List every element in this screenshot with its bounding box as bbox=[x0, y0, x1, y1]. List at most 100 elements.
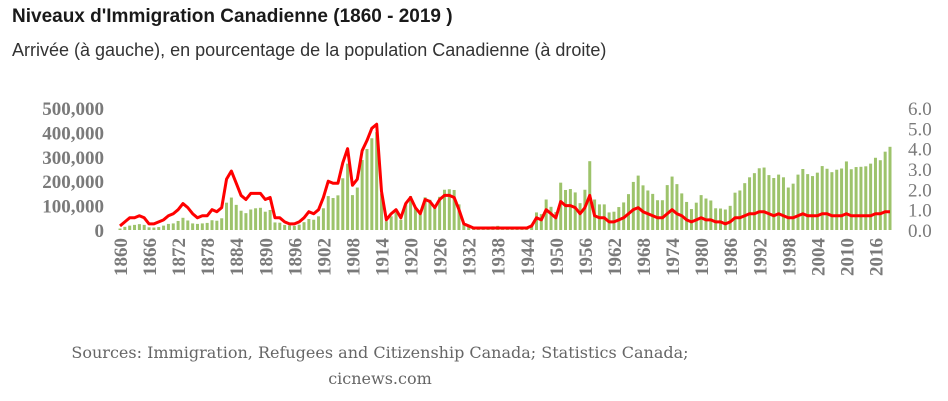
bar bbox=[152, 227, 156, 230]
bar bbox=[462, 223, 466, 230]
left-tick-label: 200,000 bbox=[42, 172, 104, 193]
bar bbox=[360, 159, 364, 230]
bar bbox=[418, 214, 422, 230]
bar bbox=[142, 224, 146, 230]
right-tick-label: 2.0 bbox=[908, 180, 932, 201]
bar bbox=[399, 219, 403, 230]
x-tick-label: 1920 bbox=[402, 238, 423, 276]
x-tick-label: 1986 bbox=[721, 238, 742, 276]
bar bbox=[423, 197, 427, 230]
bar bbox=[341, 178, 345, 230]
bar bbox=[786, 187, 790, 230]
x-tick-label: 1902 bbox=[314, 238, 335, 276]
bar bbox=[796, 174, 800, 230]
bar bbox=[268, 209, 272, 230]
bar bbox=[646, 190, 650, 230]
left-tick-label: 300,000 bbox=[42, 148, 104, 169]
bar bbox=[404, 203, 408, 230]
bar bbox=[210, 220, 214, 230]
bar bbox=[162, 225, 166, 230]
x-tick-label: 1908 bbox=[343, 238, 364, 276]
x-tick-label: 2010 bbox=[837, 238, 858, 276]
rate-line-series bbox=[119, 122, 890, 230]
bar bbox=[873, 157, 877, 230]
bar bbox=[133, 224, 137, 230]
bar bbox=[815, 172, 819, 230]
x-axis: 1860 1866 1872 1878 1884 1890 1896 1902 1908 1914… bbox=[111, 238, 887, 277]
bar bbox=[123, 226, 127, 230]
bar bbox=[801, 169, 805, 230]
bar bbox=[878, 160, 882, 230]
bar bbox=[714, 208, 718, 230]
x-tick-label: 1884 bbox=[227, 238, 248, 277]
bar bbox=[195, 223, 199, 230]
bar bbox=[292, 225, 296, 230]
bar bbox=[844, 161, 848, 230]
bar bbox=[544, 199, 548, 230]
right-tick-label: 3.0 bbox=[908, 160, 932, 181]
bar bbox=[428, 199, 432, 230]
bar bbox=[670, 176, 674, 230]
bar bbox=[273, 222, 277, 230]
right-axis: 0.01.02.03.04.05.06.0 bbox=[908, 99, 932, 242]
bar bbox=[263, 211, 267, 230]
bar bbox=[733, 192, 737, 230]
right-tick-label: 6.0 bbox=[908, 99, 932, 120]
left-tick-label: 400,000 bbox=[42, 123, 104, 144]
bar bbox=[442, 189, 446, 230]
bar bbox=[321, 208, 325, 230]
bar bbox=[651, 193, 655, 230]
right-tick-label: 1.0 bbox=[908, 201, 932, 222]
bar bbox=[689, 209, 693, 230]
bar bbox=[254, 208, 258, 230]
bar bbox=[820, 166, 824, 230]
bar bbox=[767, 175, 771, 230]
bar bbox=[365, 148, 369, 230]
x-tick-label: 1926 bbox=[431, 238, 452, 276]
bar bbox=[704, 198, 708, 230]
x-tick-label: 1872 bbox=[169, 238, 190, 276]
bar bbox=[762, 167, 766, 230]
source-line-2: cicnews.com bbox=[328, 369, 432, 388]
bar bbox=[147, 227, 151, 230]
bar bbox=[665, 185, 669, 230]
bar bbox=[326, 196, 330, 230]
bar bbox=[447, 189, 451, 230]
bar bbox=[709, 200, 713, 230]
x-tick-label: 1896 bbox=[285, 238, 306, 276]
bar bbox=[791, 183, 795, 230]
x-tick-label: 1950 bbox=[547, 238, 568, 276]
chart-title: Niveaux d'Immigration Canadienne (1860 -… bbox=[12, 6, 453, 27]
bar bbox=[433, 206, 437, 230]
bar bbox=[181, 217, 185, 230]
x-tick-label: 1890 bbox=[256, 238, 277, 276]
bar bbox=[723, 209, 727, 230]
bar bbox=[777, 174, 781, 230]
bar bbox=[534, 212, 538, 230]
chart-subtitle: Arrivée (à gauche), en pourcentage de la… bbox=[12, 40, 607, 60]
bar bbox=[205, 222, 209, 230]
bar bbox=[389, 216, 393, 230]
right-tick-label: 4.0 bbox=[908, 140, 932, 161]
bar bbox=[166, 223, 170, 230]
x-tick-label: 1980 bbox=[692, 238, 713, 276]
bar bbox=[297, 224, 301, 230]
bar bbox=[641, 185, 645, 230]
left-tick-label: 500,000 bbox=[42, 99, 104, 120]
bar bbox=[825, 168, 829, 230]
bar bbox=[380, 193, 384, 230]
bar bbox=[220, 218, 224, 230]
bar bbox=[772, 178, 776, 230]
bar bbox=[186, 220, 190, 230]
x-tick-label: 1914 bbox=[373, 238, 394, 277]
x-tick-label: 1866 bbox=[140, 238, 161, 276]
bar bbox=[384, 221, 388, 230]
x-tick-label: 1944 bbox=[518, 238, 539, 277]
bar bbox=[307, 219, 311, 230]
bar bbox=[331, 198, 335, 230]
bar bbox=[229, 197, 233, 230]
bar bbox=[375, 132, 379, 230]
bar bbox=[258, 207, 262, 230]
bar bbox=[549, 206, 553, 230]
bar bbox=[239, 210, 243, 230]
